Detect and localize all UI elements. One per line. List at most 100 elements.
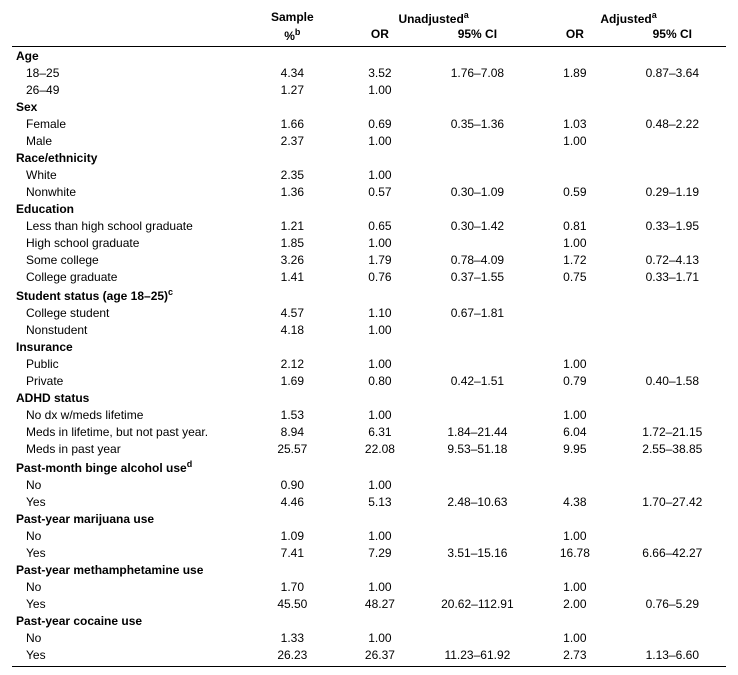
cell-pct: 1.53 [249,406,337,423]
row-label: Nonstudent [12,321,249,338]
cell-pct: 45.50 [249,595,337,612]
row-label: White [12,166,249,183]
cell-pct: 4.18 [249,321,337,338]
table-row: Meds in lifetime, but not past year.8.94… [12,423,726,440]
table-row: College graduate1.410.760.37–1.550.750.3… [12,268,726,285]
cell-adj-ci: 0.76–5.29 [619,595,726,612]
cell-unadj-or: 1.00 [336,406,424,423]
cell-pct: 7.41 [249,544,337,561]
row-label: Meds in lifetime, but not past year. [12,423,249,440]
cell-unadj-or: 1.00 [336,132,424,149]
cell-pct: 1.41 [249,268,337,285]
cell-adj-or: 2.73 [531,646,619,666]
cell-unadj-ci [424,81,531,98]
cell-unadj-ci: 20.62–112.91 [424,595,531,612]
section-header: Age [12,47,726,65]
cell-adj-or: 16.78 [531,544,619,561]
cell-unadj-or: 0.57 [336,183,424,200]
section-label: Past-year cocaine use [12,612,726,629]
cell-adj-ci: 1.13–6.60 [619,646,726,666]
row-label: Yes [12,544,249,561]
cell-unadj-ci [424,629,531,646]
table-row: No1.331.001.00 [12,629,726,646]
cell-adj-ci: 0.33–1.95 [619,217,726,234]
row-label: Meds in past year [12,440,249,457]
cell-unadj-or: 1.79 [336,251,424,268]
cell-adj-ci: 0.87–3.64 [619,64,726,81]
cell-unadj-or: 1.00 [336,166,424,183]
cell-adj-ci [619,81,726,98]
header-pct: %b [249,26,337,47]
table-row: Private1.690.800.42–1.510.790.40–1.58 [12,372,726,389]
cell-unadj-ci: 0.30–1.09 [424,183,531,200]
cell-adj-ci: 0.40–1.58 [619,372,726,389]
cell-adj-or: 4.38 [531,493,619,510]
cell-adj-or: 1.00 [531,132,619,149]
table-row: Meds in past year25.5722.089.53–51.189.9… [12,440,726,457]
table-row: Nonstudent4.181.00 [12,321,726,338]
table-row: College student4.571.100.67–1.81 [12,304,726,321]
cell-unadj-ci [424,132,531,149]
table-row: White2.351.00 [12,166,726,183]
section-label: Insurance [12,338,726,355]
cell-adj-ci [619,476,726,493]
results-table: Sample Unadjusteda Adjusteda %b OR 95% C… [12,8,726,667]
cell-unadj-or: 1.00 [336,234,424,251]
cell-adj-or: 0.79 [531,372,619,389]
cell-pct: 1.69 [249,372,337,389]
row-label: 26–49 [12,81,249,98]
row-label: Private [12,372,249,389]
cell-unadj-or: 6.31 [336,423,424,440]
row-label: Public [12,355,249,372]
row-label: Nonwhite [12,183,249,200]
cell-adj-or: 0.81 [531,217,619,234]
cell-unadj-or: 1.00 [336,476,424,493]
table-row: Public2.121.001.00 [12,355,726,372]
cell-adj-or: 1.00 [531,355,619,372]
section-label: Past-year methamphetamine use [12,561,726,578]
cell-unadj-ci: 2.48–10.63 [424,493,531,510]
row-label: High school graduate [12,234,249,251]
cell-adj-or [531,476,619,493]
table-row: No dx w/meds lifetime1.531.001.00 [12,406,726,423]
cell-adj-or [531,304,619,321]
cell-adj-or [531,81,619,98]
cell-adj-or: 2.00 [531,595,619,612]
section-label: Age [12,47,726,65]
section-header: Sex [12,98,726,115]
section-header: Past-month binge alcohol used [12,457,726,476]
cell-unadj-ci [424,166,531,183]
row-label: Male [12,132,249,149]
table-body: Age18–254.343.521.76–7.081.890.87–3.6426… [12,47,726,667]
cell-unadj-or: 1.00 [336,81,424,98]
cell-unadj-ci: 1.76–7.08 [424,64,531,81]
row-label: College student [12,304,249,321]
row-label: Less than high school graduate [12,217,249,234]
cell-unadj-ci: 0.37–1.55 [424,268,531,285]
cell-unadj-ci: 0.35–1.36 [424,115,531,132]
table-row: Yes26.2326.3711.23–61.922.731.13–6.60 [12,646,726,666]
section-label: Past-month binge alcohol used [12,457,726,476]
cell-unadj-or: 3.52 [336,64,424,81]
section-header: Education [12,200,726,217]
cell-adj-ci [619,166,726,183]
cell-unadj-or: 1.00 [336,355,424,372]
cell-unadj-ci [424,406,531,423]
cell-adj-ci [619,321,726,338]
section-label: Education [12,200,726,217]
cell-adj-ci: 1.72–21.15 [619,423,726,440]
cell-unadj-or: 1.00 [336,527,424,544]
cell-unadj-ci: 0.78–4.09 [424,251,531,268]
cell-unadj-or: 0.69 [336,115,424,132]
cell-adj-or: 1.03 [531,115,619,132]
cell-adj-ci: 0.33–1.71 [619,268,726,285]
cell-adj-ci: 0.29–1.19 [619,183,726,200]
cell-unadj-ci: 0.42–1.51 [424,372,531,389]
cell-adj-or: 0.59 [531,183,619,200]
header-unadj-or: OR [336,26,424,47]
row-label: Some college [12,251,249,268]
section-header: Past-year methamphetamine use [12,561,726,578]
cell-adj-ci [619,578,726,595]
cell-pct: 4.57 [249,304,337,321]
table-row: Yes7.417.293.51–15.1616.786.66–42.27 [12,544,726,561]
